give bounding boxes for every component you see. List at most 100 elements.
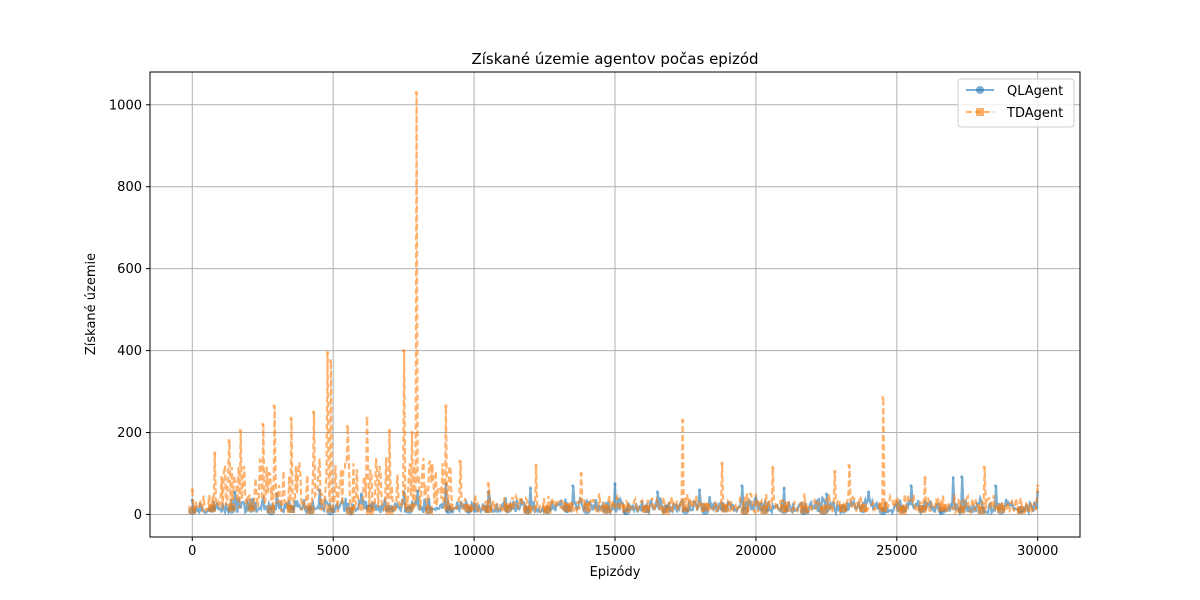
data-point-tdagent — [534, 463, 538, 467]
x-tick-label: 20000 — [735, 544, 776, 559]
marker-tdagent — [740, 506, 749, 515]
series-line-tdagent — [191, 92, 1039, 516]
y-tick-label: 0 — [134, 508, 142, 523]
marker-tdagent — [346, 506, 355, 515]
data-point-tdagent — [227, 439, 231, 443]
grid — [150, 72, 1080, 537]
x-tick-label: 30000 — [1017, 544, 1058, 559]
marker-tdagent — [563, 503, 572, 512]
data-point-tdagent — [881, 396, 885, 400]
series-layer — [188, 90, 1040, 517]
marker-tdagent — [622, 504, 631, 513]
marker-tdagent — [503, 503, 512, 512]
x-tick-label: 25000 — [876, 544, 917, 559]
y-axis-title: Získané územie — [84, 253, 99, 355]
data-point-tdagent — [414, 90, 418, 94]
data-point-qlagent — [528, 486, 532, 490]
marker-tdagent — [661, 506, 670, 515]
marker-tdagent — [227, 503, 236, 512]
data-point-qlagent — [359, 492, 363, 496]
marker-tdagent — [681, 503, 690, 512]
data-point-qlagent — [951, 476, 955, 480]
data-point-tdagent — [579, 471, 583, 475]
data-point-tdagent — [388, 428, 392, 432]
marker-tdagent — [484, 505, 493, 514]
x-tick-label: 0 — [188, 544, 196, 559]
chart-title: Získané územie agentov počas epizód — [471, 50, 758, 68]
marker-tdagent — [602, 505, 611, 514]
marker-tdagent — [425, 505, 433, 514]
marker-tdagent — [701, 503, 710, 512]
data-point-tdagent — [213, 451, 217, 455]
data-point-tdagent — [982, 465, 986, 469]
marker-tdagent — [543, 505, 552, 514]
data-point-tdagent — [272, 404, 276, 408]
marker-tdagent — [859, 503, 867, 512]
marker-tdagent — [799, 505, 808, 514]
x-tick-label: 10000 — [453, 544, 494, 559]
marker-tdagent — [977, 506, 986, 515]
data-point-tdagent — [486, 482, 490, 486]
y-tick-label: 1000 — [109, 98, 142, 113]
marker-tdagent — [247, 503, 256, 512]
marker-tdagent — [365, 506, 374, 515]
data-point-tdagent — [771, 465, 775, 469]
data-point-tdagent — [430, 463, 434, 467]
y-tick-label: 200 — [117, 426, 142, 441]
marker-tdagent — [326, 504, 335, 513]
x-axis: 0 5000 10000 15000 20000 25000 30000 — [188, 537, 1058, 559]
data-point-qlagent — [867, 490, 871, 494]
x-axis-title: Epizódy — [590, 565, 641, 580]
marker-tdagent — [523, 505, 532, 514]
y-tick-label: 600 — [117, 262, 142, 277]
x-tick-label: 5000 — [317, 544, 350, 559]
data-point-tdagent — [261, 422, 265, 426]
y-tick-label: 400 — [117, 344, 142, 359]
data-point-tdagent — [328, 359, 332, 363]
marker-tdagent — [918, 504, 927, 513]
marker-tdagent — [306, 506, 315, 515]
legend-marker-qlagent — [976, 86, 984, 94]
data-point-tdagent — [326, 351, 330, 355]
data-point-tdagent — [1036, 484, 1040, 488]
data-point-qlagent — [571, 484, 575, 488]
marker-tdagent — [267, 505, 276, 514]
data-point-tdagent — [720, 461, 724, 465]
marker-tdagent — [819, 506, 828, 515]
marker-tdagent — [937, 503, 946, 512]
marker-tdagent — [780, 504, 789, 513]
marker-tdagent — [997, 505, 1006, 514]
data-point-tdagent — [458, 459, 462, 463]
data-point-qlagent — [613, 482, 617, 486]
marker-tdagent — [957, 505, 966, 514]
marker-tdagent — [405, 503, 414, 512]
plot-area — [188, 90, 1040, 517]
marker-tdagent — [385, 506, 394, 515]
data-point-tdagent — [238, 428, 242, 432]
marker-tdagent — [878, 503, 887, 512]
y-axis: 0 200 400 600 800 1000 — [109, 98, 150, 523]
marker-tdagent — [208, 504, 216, 513]
legend: QLAgent TDAgent — [957, 78, 1075, 128]
marker-tdagent — [839, 503, 848, 512]
data-point-tdagent — [311, 410, 315, 414]
data-point-qlagent — [824, 492, 828, 496]
marker-tdagent — [760, 506, 769, 515]
series-tdagent — [188, 90, 1040, 516]
data-point-tdagent — [681, 418, 685, 422]
legend-label-tdagent: TDAgent — [1006, 106, 1063, 121]
marker-tdagent — [582, 503, 591, 512]
marker-tdagent — [720, 504, 729, 513]
data-point-tdagent — [345, 424, 349, 428]
data-point-qlagent — [960, 475, 964, 479]
marker-tdagent — [286, 504, 295, 513]
data-point-tdagent — [847, 463, 851, 467]
data-point-tdagent — [410, 431, 414, 435]
marker-tdagent — [188, 505, 197, 514]
data-point-qlagent — [655, 490, 659, 494]
x-tick-label: 15000 — [594, 544, 635, 559]
data-point-tdagent — [365, 416, 369, 420]
data-point-tdagent — [833, 469, 837, 473]
data-point-tdagent — [923, 476, 927, 480]
